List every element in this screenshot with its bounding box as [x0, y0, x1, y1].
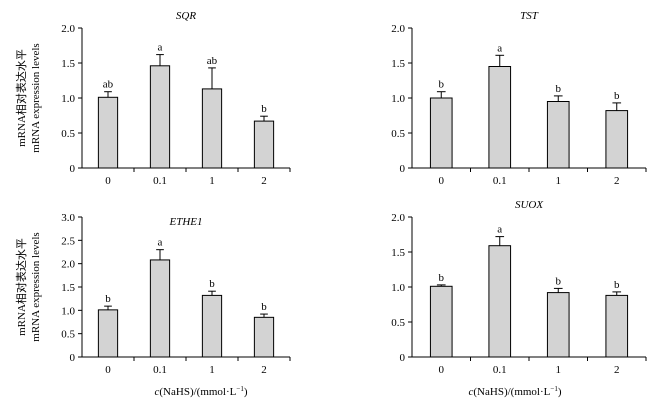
- chart-title: TST: [520, 10, 539, 22]
- x-tick-label: 1: [556, 175, 562, 187]
- significance-label: b: [261, 103, 267, 115]
- bar: [253, 120, 275, 169]
- y-tick-label: 1.5: [61, 282, 75, 294]
- bar: [546, 101, 570, 169]
- y-tick-label: 2.5: [61, 235, 75, 247]
- bar: [149, 259, 171, 358]
- significance-label: a: [158, 237, 163, 249]
- y-tick-label: 1.0: [391, 93, 405, 105]
- bar: [546, 292, 570, 358]
- xlabel-right: c(NaHS)/(mmol·L−1): [469, 385, 562, 398]
- y-tick-label: 0: [70, 163, 76, 175]
- significance-label: b: [614, 90, 620, 102]
- x-tick-label: 0: [439, 364, 445, 376]
- x-tick-label: 1: [209, 364, 215, 376]
- bar: [149, 65, 171, 169]
- bar: [605, 294, 629, 358]
- y-tick-label: 2.0: [391, 212, 405, 224]
- significance-label: b: [105, 293, 111, 305]
- x-tick-label: 0.1: [153, 175, 167, 187]
- y-tick-label: 2.0: [391, 23, 405, 35]
- y-tick-label: 0: [70, 352, 76, 364]
- significance-label: b: [614, 279, 620, 291]
- y-tick-label: 1.0: [61, 93, 75, 105]
- chart-title: SUOX: [515, 199, 544, 211]
- bar: [253, 316, 275, 358]
- y-tick-label: 1.5: [391, 247, 405, 259]
- y-tick-label: 0.5: [391, 317, 405, 329]
- x-tick-label: 2: [261, 175, 267, 187]
- bar: [488, 245, 512, 358]
- panel-suox: SUOX 0 0.5 1.0 1.5 2.0 0 b 0.1 a 1 b 2 b: [391, 199, 647, 376]
- ylabel-en-top: mRNA expression levels: [30, 43, 42, 152]
- x-tick-label: 0.1: [153, 364, 167, 376]
- ylabel-en-bottom: mRNA expression levels: [30, 232, 42, 341]
- x-tick-label: 0: [105, 364, 111, 376]
- significance-label: b: [556, 83, 562, 95]
- x-tick-label: 0.1: [493, 364, 507, 376]
- bar: [97, 309, 119, 358]
- panel-ethe1: ETHE1 0 0.5 1.0 1.5 2.0 2.5 3.0 0 b 0.1 a 1 b 2 b: [61, 212, 291, 376]
- panel-sqr: SQR 0 0.5 1.0 1.5 2.0 0 ab 0.1 a 1 ab 2 b: [61, 10, 291, 187]
- chart-title: SQR: [176, 10, 196, 22]
- ylabel-cn-top: mRNA相对表达水平: [14, 49, 28, 147]
- y-tick-label: 2.0: [61, 23, 75, 35]
- x-tick-label: 0.1: [493, 175, 507, 187]
- x-tick-label: 0: [439, 175, 445, 187]
- y-tick-label: 3.0: [61, 212, 75, 224]
- bar: [97, 96, 119, 169]
- significance-label: b: [439, 79, 445, 91]
- bar: [605, 110, 629, 169]
- significance-label: ab: [207, 55, 218, 67]
- y-tick-label: 1.0: [61, 305, 75, 317]
- significance-label: a: [497, 42, 502, 54]
- xlabel-left: c(NaHS)/(mmol·L−1): [155, 385, 248, 398]
- y-tick-label: 0: [400, 352, 406, 364]
- x-tick-label: 2: [614, 175, 620, 187]
- x-tick-label: 2: [614, 364, 620, 376]
- y-tick-label: 1.0: [391, 282, 405, 294]
- ylabel-cn-bottom: mRNA相对表达水平: [14, 238, 28, 336]
- x-tick-label: 2: [261, 364, 267, 376]
- y-tick-label: 0: [400, 163, 406, 175]
- x-tick-label: 1: [209, 175, 215, 187]
- panel-tst: TST 0 0.5 1.0 1.5 2.0 0 b 0.1 a 1 b 2 b: [391, 10, 647, 187]
- bar: [488, 66, 512, 169]
- significance-label: b: [556, 275, 562, 287]
- y-tick-label: 0.5: [61, 329, 75, 341]
- significance-label: b: [209, 278, 215, 290]
- y-tick-label: 1.5: [61, 58, 75, 70]
- bar: [429, 97, 453, 169]
- y-tick-label: 1.5: [391, 58, 405, 70]
- y-tick-label: 0.5: [61, 128, 75, 140]
- chart-title: ETHE1: [169, 216, 203, 228]
- bar: [201, 88, 223, 169]
- bar: [201, 294, 223, 358]
- significance-label: ab: [103, 79, 114, 91]
- significance-label: a: [158, 42, 163, 54]
- significance-label: b: [261, 301, 267, 313]
- y-tick-label: 0.5: [391, 128, 405, 140]
- significance-label: a: [497, 224, 502, 236]
- x-tick-label: 0: [105, 175, 111, 187]
- y-tick-label: 2.0: [61, 259, 75, 271]
- significance-label: b: [439, 272, 445, 284]
- x-tick-label: 1: [556, 364, 562, 376]
- bar: [429, 285, 453, 358]
